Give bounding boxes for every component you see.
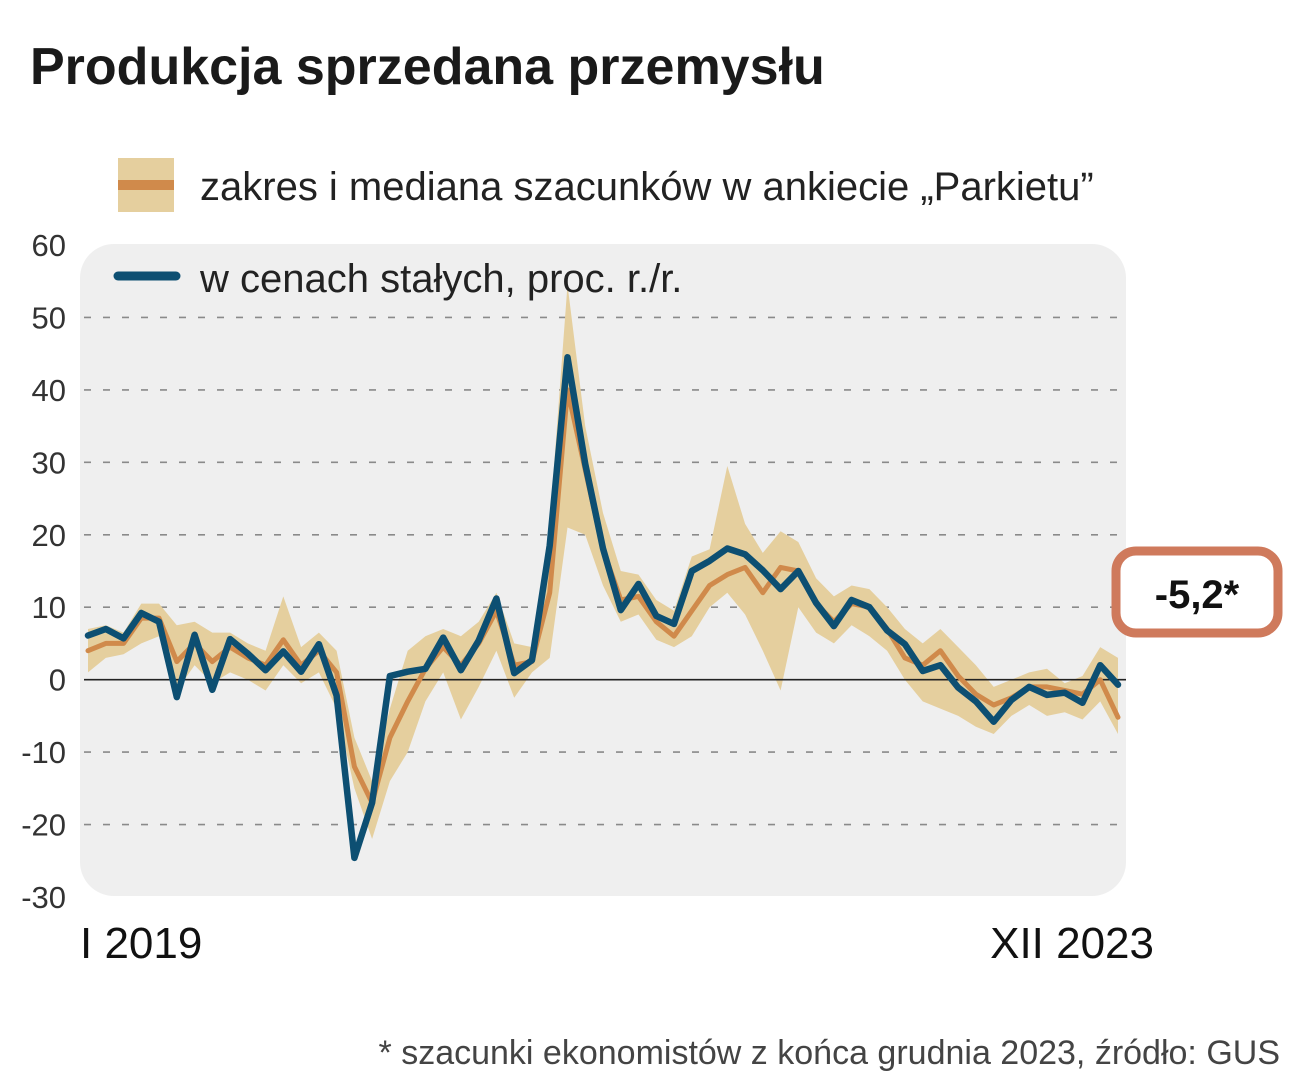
- y-tick-label: 50: [32, 300, 66, 335]
- footnote: * szacunki ekonomistów z końca grudnia 2…: [379, 1034, 1280, 1072]
- y-axis-ticks: 60 50 40 30 20 10 0 -10 -20 -30: [21, 228, 66, 915]
- legend-line-label: w cenach stałych, proc. r./r.: [199, 257, 682, 301]
- y-tick-label: 30: [32, 445, 66, 480]
- callout-value: -5,2*: [1155, 573, 1240, 617]
- callout: -5,2*: [1111, 546, 1283, 638]
- chart-title: Produkcja sprzedana przemysłu: [30, 38, 825, 96]
- legend-band-label: zakres i mediana szacunków w ankiecie „P…: [200, 165, 1094, 209]
- x-label-end: XII 2023: [990, 919, 1154, 968]
- y-tick-label: 10: [32, 590, 66, 625]
- legend-median-swatch: [118, 180, 174, 190]
- y-tick-label: -30: [21, 880, 66, 915]
- y-tick-label: 0: [49, 663, 66, 698]
- callout-box: [1111, 546, 1283, 638]
- range-band: [88, 284, 1118, 839]
- actual-line: [84, 354, 1122, 862]
- legend: zakres i mediana szacunków w ankiecie „P…: [113, 158, 1094, 301]
- x-label-start: I 2019: [80, 919, 202, 968]
- y-tick-label: -20: [21, 808, 66, 843]
- y-tick-label: -10: [21, 735, 66, 770]
- actual-line-layer: [84, 354, 1122, 862]
- grid-layer: [84, 316, 1126, 826]
- y-tick-label: 60: [32, 228, 66, 263]
- y-tick-label: 40: [32, 373, 66, 408]
- range-band-layer: [88, 284, 1118, 839]
- y-tick-label: 20: [32, 518, 66, 553]
